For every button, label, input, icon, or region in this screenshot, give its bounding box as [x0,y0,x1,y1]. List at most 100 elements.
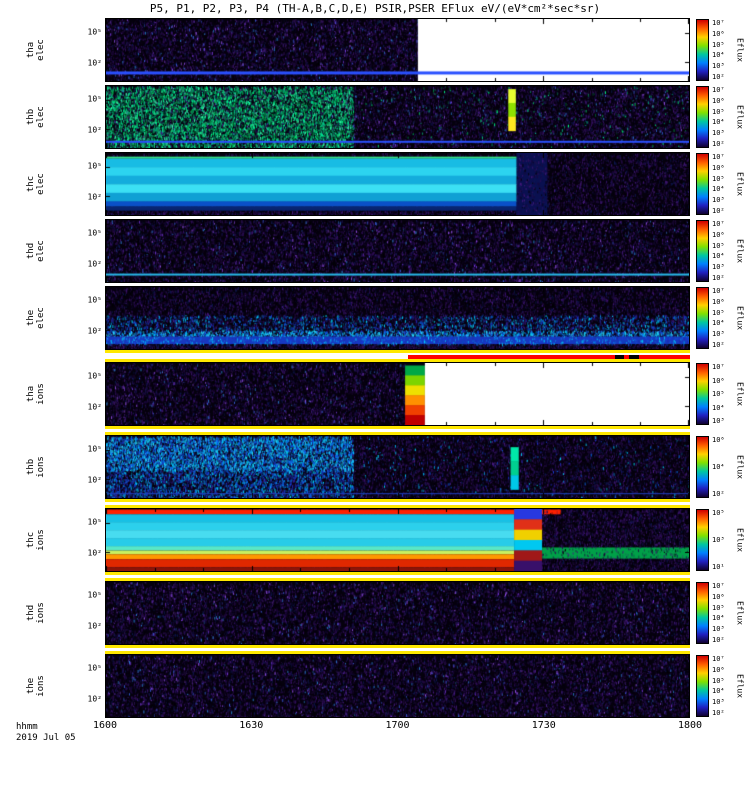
colorbar-tick-label: 10⁵ [712,242,725,250]
colorbar-tick-label: 10⁷ [712,655,725,663]
y-axis-label-tha-elec: tha elec [26,39,46,61]
colorbar-tick-label: 10⁷ [712,220,725,228]
colorbar-gradient [696,363,709,425]
y-tick-label: 10⁵ [88,372,102,381]
colorbar-gradient [696,287,709,349]
x-axis-units-label: hhmm [16,722,105,733]
colorbar-title: Eflux [736,382,745,406]
spacecraft-label: thc [26,173,36,195]
colorbar-tick-label: 10⁴ [712,687,725,695]
colorbar-title: Eflux [736,172,745,196]
colorbar-gradient [696,436,709,498]
colorbar-thd-elec: 10⁷ 10⁶ 10⁵ 10⁴ 10³ 10² Eflux [690,219,750,283]
separator-after-thd-ions [0,645,750,654]
colorbar-gradient [696,655,709,717]
colorbar-tick-label: 10⁷ [712,287,725,295]
y-tick-label: 10⁵ [88,229,102,238]
colorbar-title: Eflux [736,239,745,263]
spectrogram-tha-elec [105,18,690,82]
spacecraft-label: thb [26,106,36,128]
colorbar-tick-label: 10⁴ [712,118,725,126]
colorbar-tick-label: 10² [712,274,725,282]
colorbar-tick-label: 10³ [712,62,725,70]
figure-title: P5, P1, P2, P3, P4 (TH-A,B,C,D,E) PSIR,P… [0,2,750,18]
y-tick-label: 10⁵ [88,28,102,37]
y-tick-label: 10² [88,192,102,201]
panel-row-the-ions: the ions 10⁵ 10² 10⁷ 10⁶ 10⁵ 10⁴ 10³ 10² Eflux [0,654,750,718]
y-axis-label-the-elec: the elec [26,307,46,329]
spectrogram-canvas-thc-elec [105,152,690,216]
colorbar-gradient [696,86,709,148]
y-tick-label: 10² [88,402,102,411]
colorbar-tick-label: 10⁶ [712,298,725,306]
colorbar-gradient [696,582,709,644]
colorbar-title: Eflux [736,38,745,62]
y-axis-label-thd-elec: thd elec [26,240,46,262]
colorbar-tick-label: 10⁵ [712,108,725,116]
colorbar-tick-label: 10⁵ [712,41,725,49]
y-tick-label: 10² [88,259,102,268]
y-tick-label: 10² [88,58,102,67]
spectrogram-canvas-thb-elec [105,85,690,149]
species-label: elec [36,173,46,195]
panel-row-thd-ions: thd ions 10⁵ 10² 10⁷ 10⁶ 10⁵ 10⁴ 10³ 10² Eflux [0,581,750,645]
species-label: elec [36,307,46,329]
spacecraft-label: thc [26,529,36,551]
separator-stripes [105,572,690,581]
spectrogram-figure: P5, P1, P2, P3, P4 (TH-A,B,C,D,E) PSIR,P… [0,0,750,752]
y-tick-label: 10⁵ [88,591,102,600]
spectrogram-the-ions [105,654,690,718]
y-axis-label-thb-elec: thb elec [26,106,46,128]
colorbar-the-ions: 10⁷ 10⁶ 10⁵ 10⁴ 10³ 10² Eflux [690,654,750,718]
colorbar-tick-label: 10² [712,490,725,498]
spectrogram-canvas-thd-ions [105,581,690,645]
separator-stripes [105,499,690,508]
colorbar-tick-label: 10⁷ [712,153,725,161]
colorbar-tick-label: 10⁴ [712,614,725,622]
colorbar-tick-label: 10⁶ [712,666,725,674]
colorbar-tick-label: 10⁵ [712,509,725,517]
x-tick-label: 1600 [93,720,117,731]
colorbar-tick-labels: 10⁷ 10⁶ 10⁵ 10⁴ 10³ [712,362,725,426]
y-axis-thd-ions: thd ions 10⁵ 10² [0,581,105,645]
y-tick-label: 10² [88,621,102,630]
colorbar-the-elec: 10⁷ 10⁶ 10⁵ 10⁴ 10³ 10² Eflux [690,286,750,350]
y-axis-label-the-ions: the ions [26,675,46,697]
separator-stripes [105,350,690,362]
colorbar-tick-label: 10⁵ [712,604,725,612]
spectrogram-canvas-tha-ions [105,362,690,426]
colorbar-tick-label: 10³ [712,698,725,706]
colorbar-title: Eflux [736,306,745,330]
spectrogram-canvas-the-elec [105,286,690,350]
spectrogram-tha-ions [105,362,690,426]
colorbar-title: Eflux [736,455,745,479]
y-axis-the-ions: the ions 10⁵ 10² [0,654,105,718]
species-label: elec [36,240,46,262]
colorbar-tick-label: 10⁶ [712,164,725,172]
colorbar-tick-labels: 10⁷ 10⁶ 10⁵ 10⁴ 10³ 10² [712,18,725,82]
colorbar-tick-label: 10⁵ [712,390,725,398]
spacecraft-label: the [26,675,36,697]
colorbar-tick-label: 10² [712,207,725,215]
y-tick-label: 10² [88,475,102,484]
date-label: 2019 Jul 05 [16,733,105,744]
x-axis: hhmm 2019 Jul 05 1600 1630 1700 1730 1800 [0,718,750,752]
panel-row-tha-ions: tha ions 10⁵ 10² 10⁷ 10⁶ 10⁵ 10⁴ 10³ Eflux [0,362,750,426]
y-axis-thb-ions: thb ions 10⁵ 10² [0,435,105,499]
species-label: elec [36,106,46,128]
colorbar-tick-label: 10³ [712,196,725,204]
spectrogram-thd-ions [105,581,690,645]
y-tick-label: 10² [88,326,102,335]
colorbar-tick-label: 10⁵ [712,175,725,183]
colorbar-tick-labels: 10⁶ 10⁴ 10² [712,435,725,499]
colorbar-tha-ions: 10⁷ 10⁶ 10⁵ 10⁴ 10³ Eflux [690,362,750,426]
colorbar-tick-label: 10⁵ [712,309,725,317]
y-axis-label-tha-ions: tha ions [26,383,46,405]
y-axis-label-thc-ions: thc ions [26,529,46,551]
colorbar-tick-label: 10² [712,140,725,148]
y-tick-label: 10⁵ [88,95,102,104]
colorbar-tick-label: 10⁶ [712,377,725,385]
x-tick-labels: 1600 1630 1700 1730 1800 [105,718,690,752]
species-label: ions [36,456,46,478]
colorbar-tick-labels: 10⁷ 10⁶ 10⁵ 10⁴ 10³ 10² [712,152,725,216]
